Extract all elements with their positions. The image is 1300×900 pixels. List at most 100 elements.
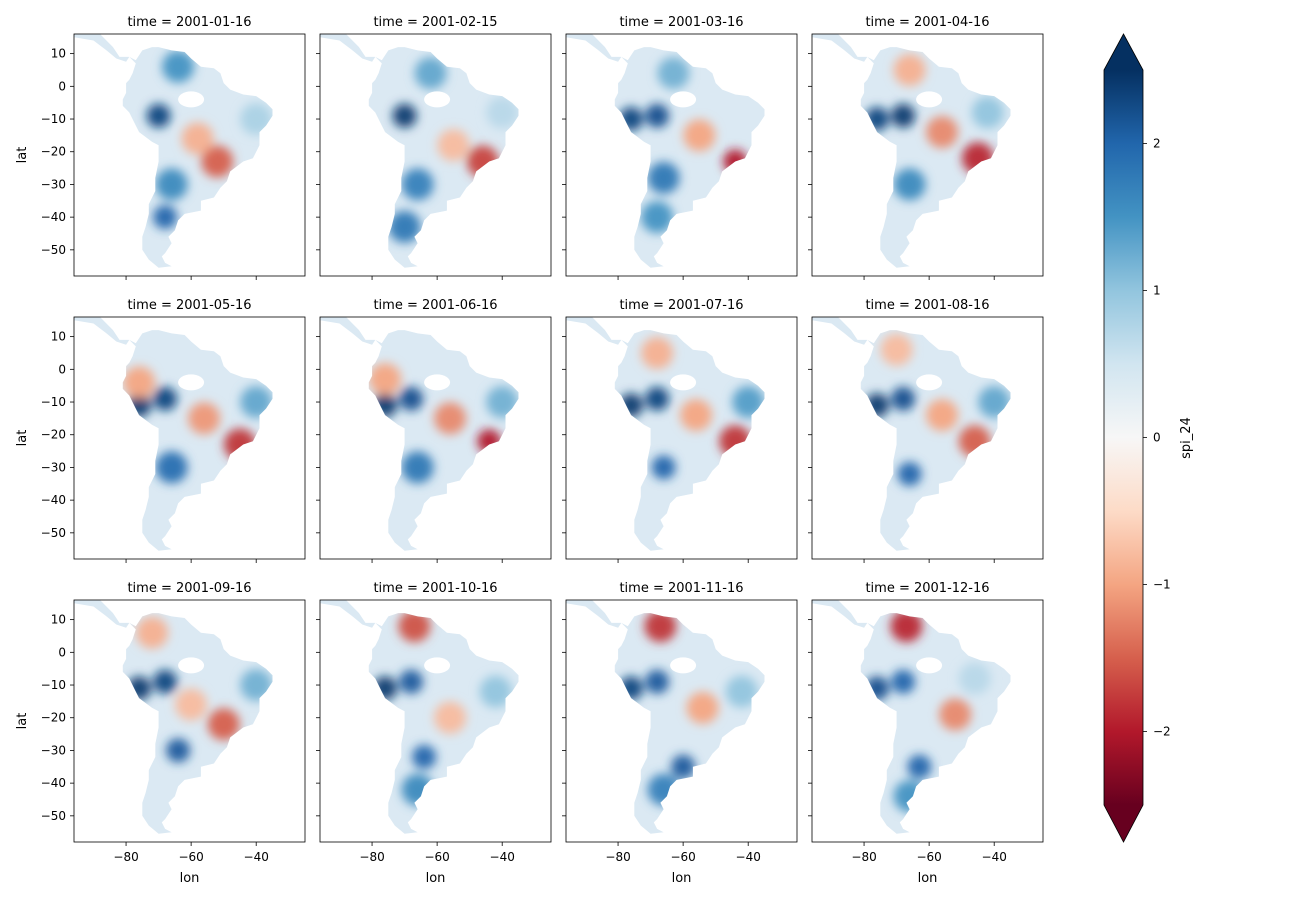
anomaly-field (127, 616, 273, 763)
anomaly-cell (412, 745, 437, 769)
panel-2001-12-16: time = 2001-12-16 −80 −60 −40 lon (808, 581, 1044, 886)
anomaly-cell (907, 754, 932, 779)
anomaly-cell (865, 393, 890, 418)
land-area (812, 317, 1011, 551)
land-area (74, 317, 273, 551)
land-area (566, 317, 765, 551)
anomaly-cell (865, 107, 890, 131)
y-tick-label: 10 (51, 330, 66, 344)
anomaly-cell (971, 96, 1004, 129)
land-background (812, 34, 1011, 268)
panel-2001-02-15: time = 2001-02-15 (316, 15, 552, 280)
anomaly-cell (466, 145, 499, 178)
missing-data-patch (670, 91, 697, 108)
anomaly-cell (647, 161, 680, 194)
anomaly-cell (893, 780, 926, 813)
x-tick-label: −80 (359, 850, 384, 864)
anomaly-cell (181, 122, 214, 155)
land-background (812, 317, 1011, 551)
y-tick-label: −50 (41, 526, 66, 540)
anomaly-cell (891, 386, 916, 411)
panel-title: time = 2001-09-16 (127, 581, 251, 596)
y-tick-label: −30 (41, 460, 66, 474)
anomaly-cell (373, 676, 398, 701)
missing-data-patch (424, 657, 451, 674)
anomaly-cell (240, 103, 273, 135)
y-tick-label: 0 (58, 79, 66, 93)
anomaly-cell (399, 669, 424, 694)
panel-clip (74, 317, 273, 551)
anomaly-cell (719, 425, 752, 458)
panel-title: time = 2001-03-16 (619, 15, 743, 30)
panel-title: time = 2001-11-16 (619, 581, 743, 596)
x-tick-label: −40 (982, 850, 1007, 864)
anomaly-cell (619, 676, 644, 701)
anomaly-cell (893, 54, 926, 86)
anomaly-cell (645, 669, 670, 694)
anomaly-cell (373, 393, 398, 418)
anomaly-cell (890, 610, 923, 643)
panel-2001-07-16: time = 2001-07-16 (562, 298, 798, 563)
anomaly-cell (188, 402, 221, 435)
colorbar-outline (1103, 33, 1144, 843)
y-tick-label: −10 (41, 395, 66, 409)
anomaly-field (369, 363, 519, 484)
x-axis-label: lon (426, 871, 446, 886)
panel-frame (73, 316, 306, 560)
anomaly-field (619, 610, 758, 806)
anomaly-cell (201, 145, 234, 178)
anomaly-cell (207, 708, 240, 741)
panel-2001-04-16: time = 2001-04-16 (808, 15, 1044, 280)
panel-clip (566, 34, 765, 268)
anomaly-cell (671, 754, 696, 779)
panel-title: time = 2001-05-16 (127, 298, 251, 313)
y-tick-label: −20 (41, 428, 66, 442)
panel-clip (320, 34, 519, 268)
anomaly-cell (958, 425, 991, 458)
x-tick-label: −80 (113, 850, 138, 864)
anomaly-cell (437, 129, 470, 162)
anomaly-cell (686, 691, 719, 724)
anomaly-cell (645, 103, 670, 128)
y-tick-label: −40 (41, 210, 66, 224)
y-tick-label: 0 (58, 362, 66, 376)
panel-frame (811, 33, 1044, 277)
y-tick-label: −10 (41, 678, 66, 692)
anomaly-cell (891, 103, 916, 128)
missing-data-patch (178, 657, 205, 674)
panel-title: time = 2001-07-16 (619, 298, 743, 313)
panel-grid: time = 2001-01-16100−10−20−30−40−50latti… (15, 15, 1044, 886)
anomaly-cell (155, 168, 188, 201)
anomaly-cell (398, 610, 431, 643)
missing-data-patch (670, 374, 697, 391)
anomaly-cell (401, 773, 434, 806)
missing-data-patch (916, 91, 943, 108)
panel-2001-03-16: time = 2001-03-16 (562, 15, 798, 280)
anomaly-cell (651, 455, 676, 480)
colorbar-extend-min (1104, 805, 1143, 842)
panel-title: time = 2001-08-16 (865, 298, 989, 313)
anomaly-cell (619, 393, 644, 418)
land-area (74, 600, 273, 834)
x-tick-label: −80 (605, 850, 630, 864)
anomaly-cell (240, 669, 273, 701)
land-background (74, 317, 273, 551)
anomaly-cell (891, 669, 916, 694)
panel-clip (566, 600, 765, 834)
anomaly-cell (893, 168, 926, 201)
panel-clip (74, 34, 273, 268)
anomaly-cell (926, 399, 959, 432)
colorbar-tick-label: −1 (1153, 578, 1171, 592)
panel-frame (565, 33, 798, 277)
x-axis-label: lon (672, 871, 692, 886)
panel-title: time = 2001-12-16 (865, 581, 989, 596)
x-tick-label: −60 (916, 850, 941, 864)
anomaly-cell (479, 675, 512, 708)
anomaly-cell (926, 116, 959, 149)
panel-frame (811, 599, 1044, 843)
colorbar-label: spi_24 (1179, 417, 1194, 459)
anomaly-field (373, 610, 512, 806)
missing-data-patch (916, 374, 943, 391)
colorbar: 2 1 0 −1 −2 spi_24 (1103, 33, 1194, 843)
land-area (74, 34, 273, 268)
